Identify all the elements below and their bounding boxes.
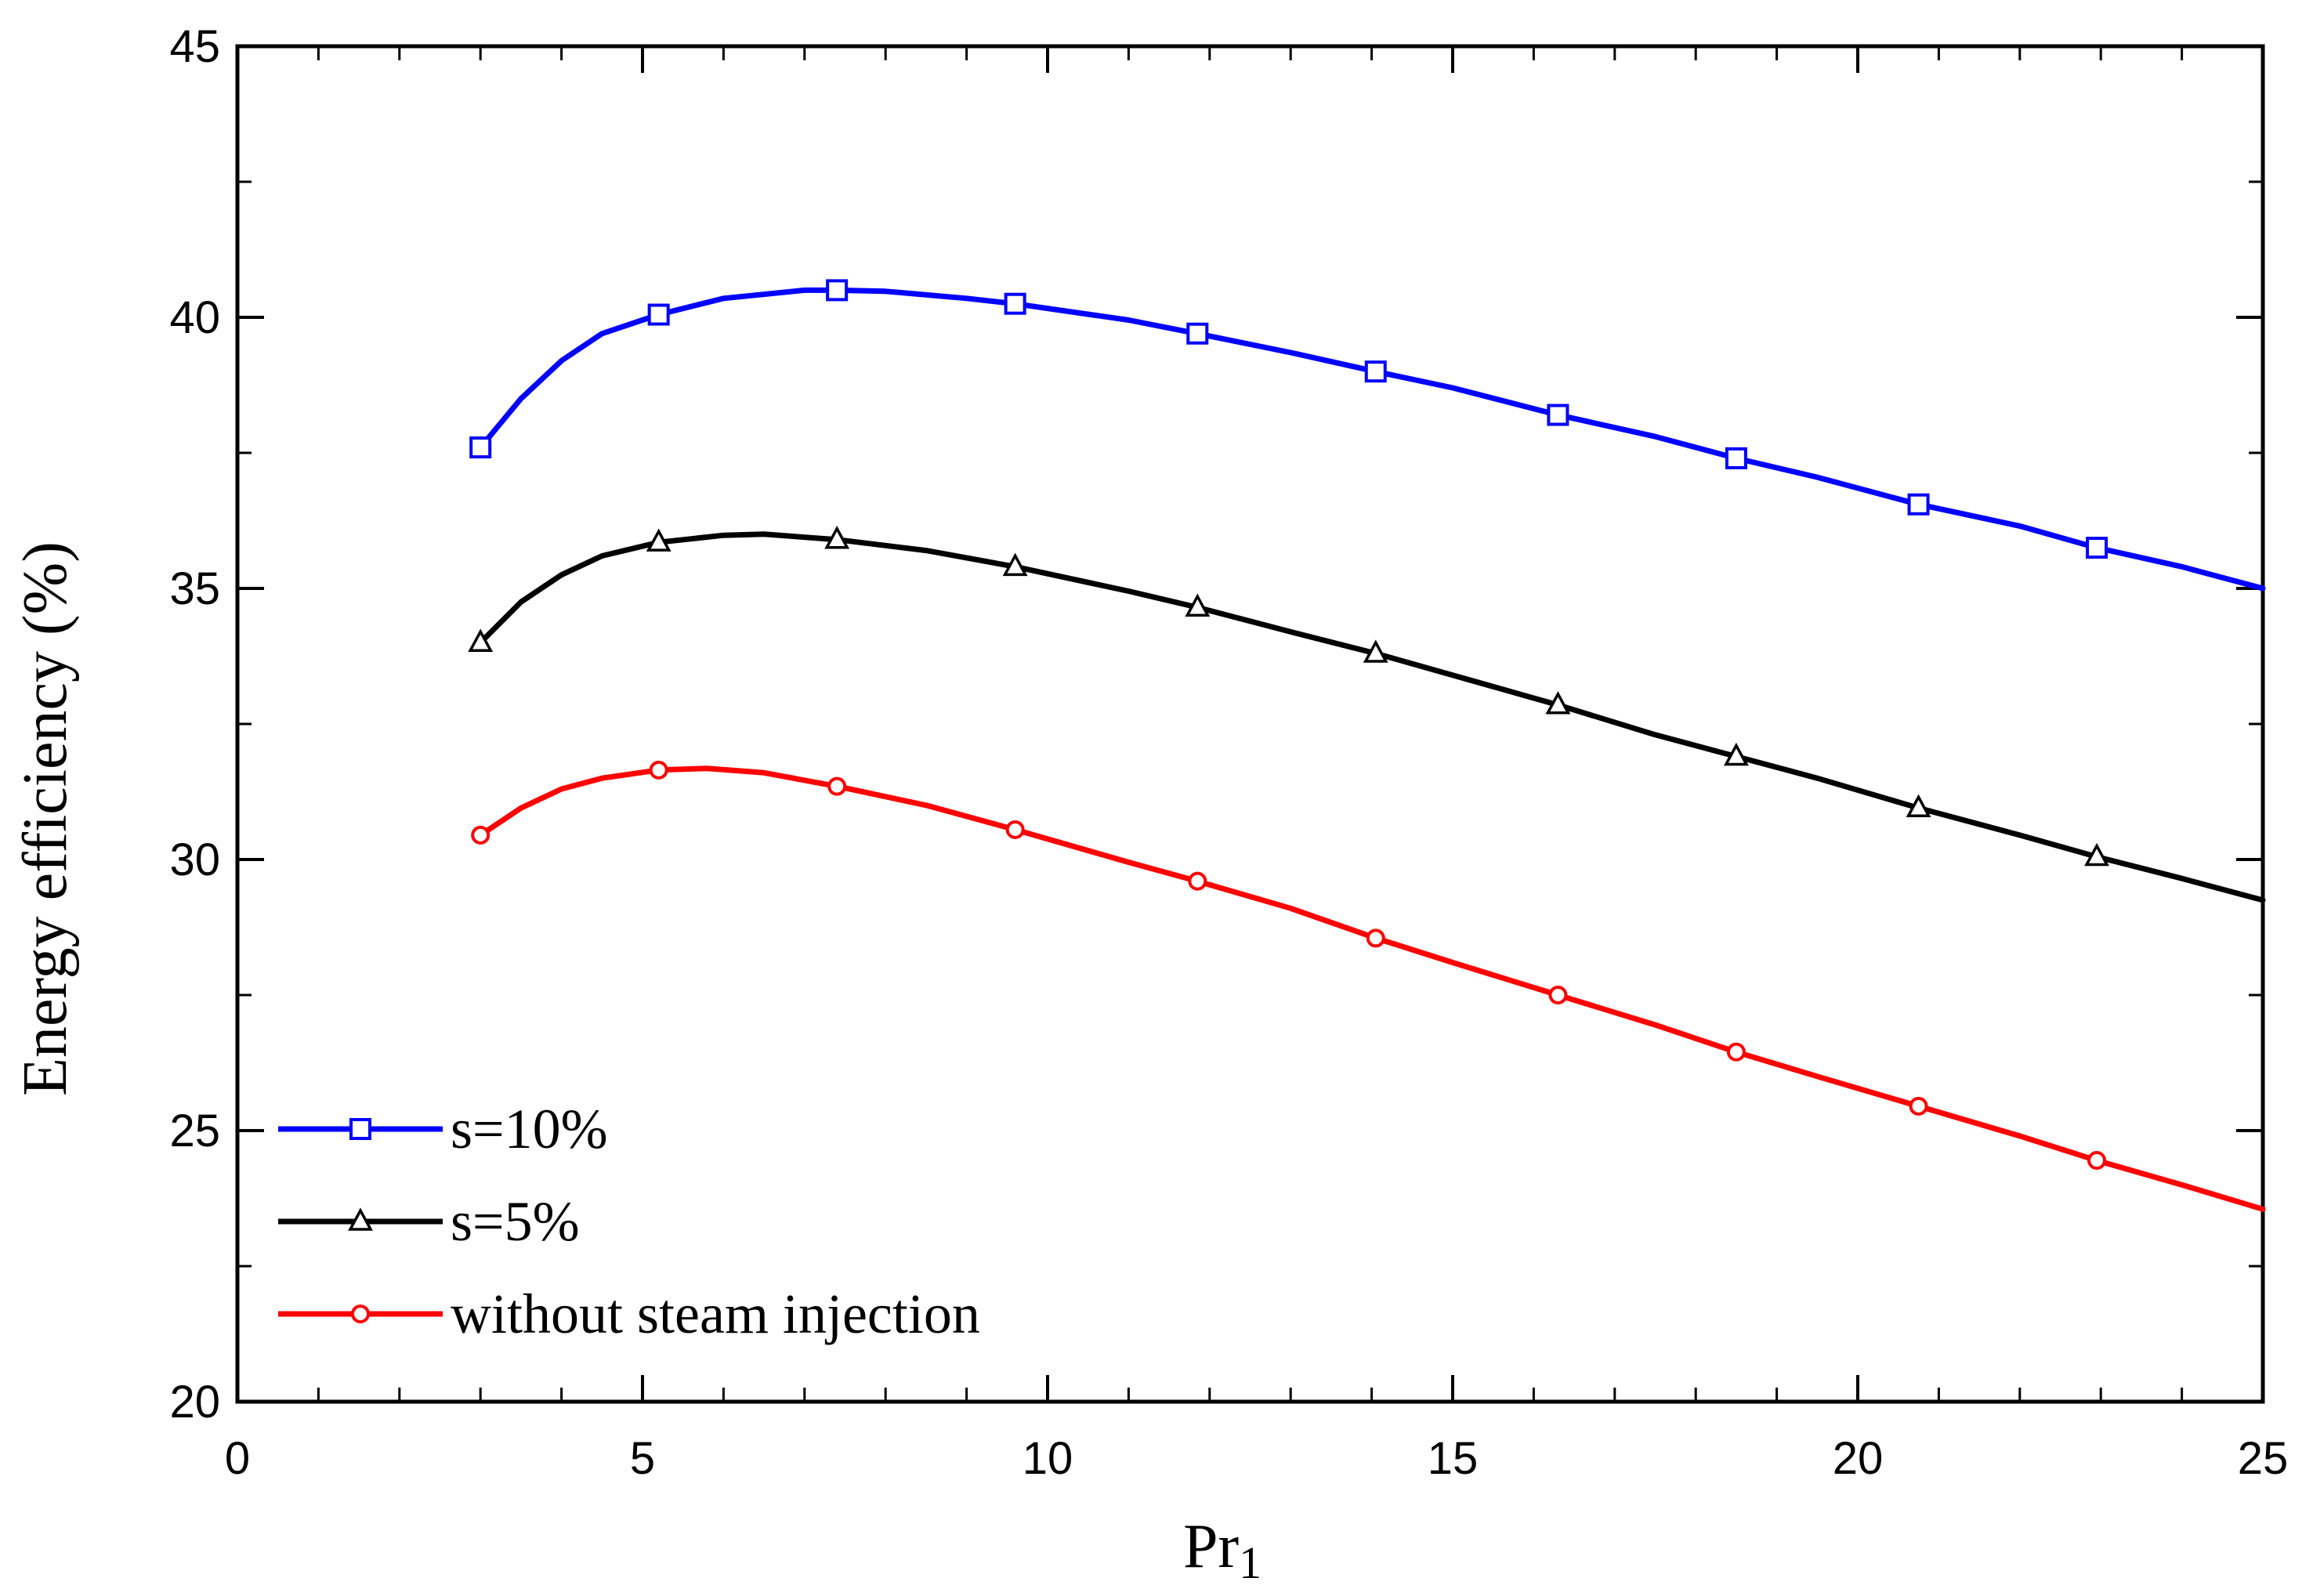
- x-tick-label: 0: [225, 1433, 250, 1484]
- x-tick-label: 10: [1023, 1433, 1073, 1484]
- x-tick-label: 20: [1833, 1433, 1884, 1484]
- y-tick-label: 40: [169, 292, 220, 343]
- legend-entry: s=10%: [278, 1098, 608, 1160]
- axes: 0 5 10 15 20 25 20 25 30 35 40 45: [169, 21, 2288, 1484]
- legend-swatch-marker: [349, 1118, 371, 1140]
- data-point: [1723, 742, 1749, 766]
- y-tick-label: 30: [169, 834, 220, 885]
- data-point: [649, 760, 668, 780]
- data-point: [2086, 537, 2108, 559]
- data-point: [468, 628, 494, 652]
- x-axis-title-subscript: 1: [1239, 1537, 1261, 1588]
- x-tick-label: 15: [1428, 1433, 1479, 1484]
- data-point: [1005, 820, 1025, 839]
- legend-entry: s=5%: [278, 1190, 580, 1253]
- data-point: [1548, 986, 1568, 1004]
- data-point: [1186, 322, 1209, 345]
- data-point: [827, 776, 847, 796]
- data-point: [1188, 871, 1207, 891]
- x-tick-label: 5: [630, 1433, 655, 1484]
- legend-label: s=5%: [451, 1190, 580, 1253]
- legend-label: without steam injection: [451, 1283, 980, 1345]
- y-tick-label: 25: [169, 1106, 220, 1156]
- data-point: [826, 279, 849, 302]
- data-point: [1906, 794, 1931, 818]
- legend-entry: without steam injection: [278, 1283, 980, 1345]
- x-axis-title: Pr1: [1183, 1512, 1261, 1588]
- legend-label: s=10%: [451, 1098, 608, 1160]
- data-point: [1545, 691, 1571, 715]
- data-point: [471, 825, 490, 845]
- legend-swatch-marker: [351, 1305, 370, 1323]
- y-axis-title: Energy efficiency (%): [11, 541, 80, 1096]
- data-point: [647, 303, 670, 326]
- x-tick-label: 25: [2238, 1433, 2289, 1484]
- series-3: [471, 760, 2266, 1212]
- series-2: [468, 526, 2266, 903]
- data-point: [469, 436, 492, 459]
- legend: s=10% s=5% without steam injection: [278, 1098, 980, 1345]
- data-point: [2084, 842, 2109, 867]
- x-axis-title-main: Pr: [1183, 1512, 1239, 1581]
- data-point: [1363, 639, 1388, 663]
- series-line: [477, 531, 2266, 903]
- data-point: [1185, 593, 1211, 617]
- data-point: [1366, 928, 1385, 948]
- data-point: [1907, 493, 1930, 516]
- data-point: [1002, 552, 1028, 577]
- y-tick-label: 35: [169, 563, 220, 614]
- data-point: [1004, 292, 1026, 315]
- legend-swatch-marker: [348, 1207, 373, 1231]
- data-point: [1909, 1096, 1928, 1116]
- series-group: [468, 279, 2266, 1212]
- data-point: [646, 528, 671, 552]
- data-point: [1725, 447, 1747, 469]
- data-point: [1364, 360, 1387, 383]
- y-tick-label: 45: [169, 21, 220, 72]
- series-line: [477, 765, 2266, 1212]
- data-point: [2087, 1151, 2107, 1171]
- data-point: [824, 526, 850, 549]
- y-tick-label: 20: [169, 1377, 220, 1428]
- data-point: [1547, 404, 1569, 426]
- data-point: [1726, 1042, 1746, 1062]
- series-1: [469, 279, 2266, 592]
